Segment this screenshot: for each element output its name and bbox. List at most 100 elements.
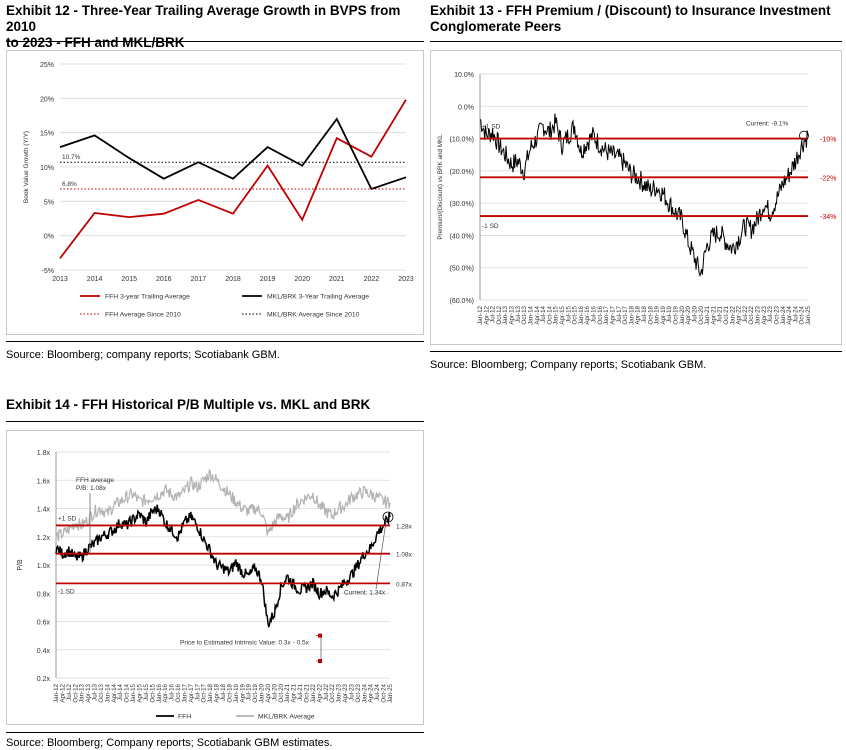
x-tick-label: Jan-17 bbox=[181, 683, 188, 702]
x-tick-label: 2019 bbox=[260, 276, 276, 283]
exhibit14-top-rule bbox=[6, 421, 424, 422]
x-tick-label: Jul-21 bbox=[717, 305, 724, 322]
x-tick-label: Apr-19 bbox=[239, 683, 246, 702]
current-annotation: Current: 1.34x bbox=[344, 590, 386, 597]
x-tick-label: Jul-19 bbox=[246, 683, 253, 700]
average-label: FFH average bbox=[76, 477, 114, 484]
x-tick-label: Jan-23 bbox=[755, 305, 762, 324]
x-tick-label: Jan-16 bbox=[578, 305, 585, 324]
x-tick-label: Apr-19 bbox=[660, 305, 667, 324]
current-marker bbox=[382, 511, 394, 523]
series-line bbox=[55, 468, 391, 542]
average-label: P/B: 1.08x bbox=[76, 485, 107, 492]
x-tick-label: Jul-14 bbox=[117, 683, 124, 700]
chart-frame bbox=[430, 50, 842, 345]
y-tick-label: (60.0%) bbox=[449, 298, 474, 305]
x-tick-label: Apr-22 bbox=[736, 305, 743, 324]
x-tick-label: Oct-19 bbox=[252, 683, 259, 702]
x-tick-label: Jul-19 bbox=[666, 305, 673, 322]
x-tick-label: Jan-14 bbox=[527, 305, 534, 324]
x-tick-label: Oct-24 bbox=[799, 305, 806, 324]
x-tick-label: Oct-14 bbox=[124, 683, 131, 702]
average-label: 10.7% bbox=[62, 154, 81, 161]
y-tick-label: 0.4x bbox=[37, 648, 51, 655]
x-tick-label: Apr-17 bbox=[609, 305, 616, 324]
series-line bbox=[55, 504, 391, 628]
y-axis-label: P/B bbox=[17, 559, 24, 571]
x-tick-label: Jul-17 bbox=[616, 305, 623, 322]
y-tick-label: 20% bbox=[40, 96, 54, 103]
x-tick-label: Oct-12 bbox=[496, 305, 503, 324]
x-tick-label: Apr-12 bbox=[59, 683, 66, 702]
y-tick-label: 1.4x bbox=[37, 507, 51, 514]
y-tick-label: 10% bbox=[40, 165, 54, 172]
x-tick-label: Oct-19 bbox=[673, 305, 680, 324]
exhibit12-chart: 25% 20% 15% 10% 5% 0% -5% Book Value Growth (Y/… bbox=[6, 50, 424, 335]
y-tick-label: 0.2x bbox=[37, 676, 51, 683]
x-tick-label: Jul-22 bbox=[323, 683, 330, 700]
exhibit14-bottom-rule bbox=[6, 732, 424, 733]
x-tick-label: Jul-15 bbox=[143, 683, 150, 700]
reference-line-label: -34% bbox=[820, 214, 836, 221]
x-tick-label: Apr-13 bbox=[509, 305, 516, 324]
x-tick-label: Oct-15 bbox=[149, 683, 156, 702]
x-tick-label: 2018 bbox=[225, 276, 241, 283]
x-tick-label: Jul-16 bbox=[169, 683, 176, 700]
x-tick-label: 2021 bbox=[329, 276, 345, 283]
x-tick-label: Oct-20 bbox=[278, 683, 285, 702]
x-tick-label: Jul-12 bbox=[490, 305, 497, 322]
x-tick-label: Apr-14 bbox=[111, 683, 118, 702]
x-tick-label: Jan-20 bbox=[259, 683, 266, 702]
x-tick-label: Jan-23 bbox=[336, 683, 343, 702]
x-tick-label: Oct-16 bbox=[175, 683, 182, 702]
y-tick-label: 1.6x bbox=[37, 478, 51, 485]
y-tick-label: (30.0%) bbox=[449, 201, 474, 208]
x-tick-label: Jul-13 bbox=[515, 305, 522, 322]
y-tick-label: 1.0x bbox=[37, 563, 51, 570]
legend-label: MKL/BRK 3-Year Trailing Average bbox=[267, 294, 369, 301]
exhibit12-title: Exhibit 12 - Three-Year Trailing Average… bbox=[6, 3, 424, 51]
x-tick-label: Oct-21 bbox=[723, 305, 730, 324]
x-tick-label: Apr-17 bbox=[188, 683, 195, 702]
legend-label: FFH Average Since 2010 bbox=[105, 312, 181, 319]
exhibit12-title-line2: to 2023 - FFH and MKL/BRK bbox=[6, 35, 185, 50]
x-tick-label: Jan-22 bbox=[729, 305, 736, 324]
series-line bbox=[479, 113, 809, 278]
x-tick-label: Apr-18 bbox=[214, 683, 221, 702]
x-tick-label: Jul-16 bbox=[591, 305, 598, 322]
y-tick-label: 1.8x bbox=[37, 450, 51, 457]
y-tick-label: (40.0%) bbox=[449, 233, 474, 240]
x-tick-label: Jan-13 bbox=[79, 683, 86, 702]
legend-label: MKL/BRK Average bbox=[258, 714, 315, 721]
x-tick-label: Apr-20 bbox=[685, 305, 692, 324]
y-axis-label: Premium/(Discount) vs BRK and MKL bbox=[437, 134, 444, 240]
x-tick-label: Apr-18 bbox=[635, 305, 642, 324]
y-tick-label: 0.8x bbox=[37, 591, 51, 598]
x-tick-label: Jan-22 bbox=[310, 683, 317, 702]
x-tick-label: Jan-19 bbox=[654, 305, 661, 324]
intrinsic-bracket bbox=[316, 635, 322, 662]
exhibit13-bottom-rule bbox=[430, 351, 842, 352]
x-tick-label: Oct-23 bbox=[355, 683, 362, 702]
x-tick-label: Jan-24 bbox=[780, 305, 787, 324]
x-tick-label: Jul-23 bbox=[348, 683, 355, 700]
x-tick-label: Oct-13 bbox=[521, 305, 528, 324]
x-tick-label: Apr-13 bbox=[85, 683, 92, 702]
x-tick-label: Apr-21 bbox=[710, 305, 717, 324]
sd-label: -1 SD bbox=[482, 223, 499, 230]
x-tick-label: Apr-24 bbox=[786, 305, 793, 324]
x-tick-label: Apr-23 bbox=[342, 683, 349, 702]
intrinsic-marker-bottom bbox=[318, 659, 322, 664]
x-tick-label: Jan-15 bbox=[553, 305, 560, 324]
y-tick-label: (50.0%) bbox=[449, 266, 474, 273]
x-tick-label: Apr-15 bbox=[137, 683, 144, 702]
x-tick-label: Jul-14 bbox=[540, 305, 547, 322]
x-tick-label: Apr-16 bbox=[162, 683, 169, 702]
x-tick-label: Jul-24 bbox=[792, 305, 799, 322]
y-tick-label: 0% bbox=[44, 234, 54, 241]
sd-label: +1 SD bbox=[482, 124, 501, 131]
legend-label: FFH bbox=[178, 714, 191, 721]
x-tick-label: Apr-23 bbox=[761, 305, 768, 324]
series-line bbox=[59, 117, 407, 191]
y-tick-label: 15% bbox=[40, 131, 54, 138]
